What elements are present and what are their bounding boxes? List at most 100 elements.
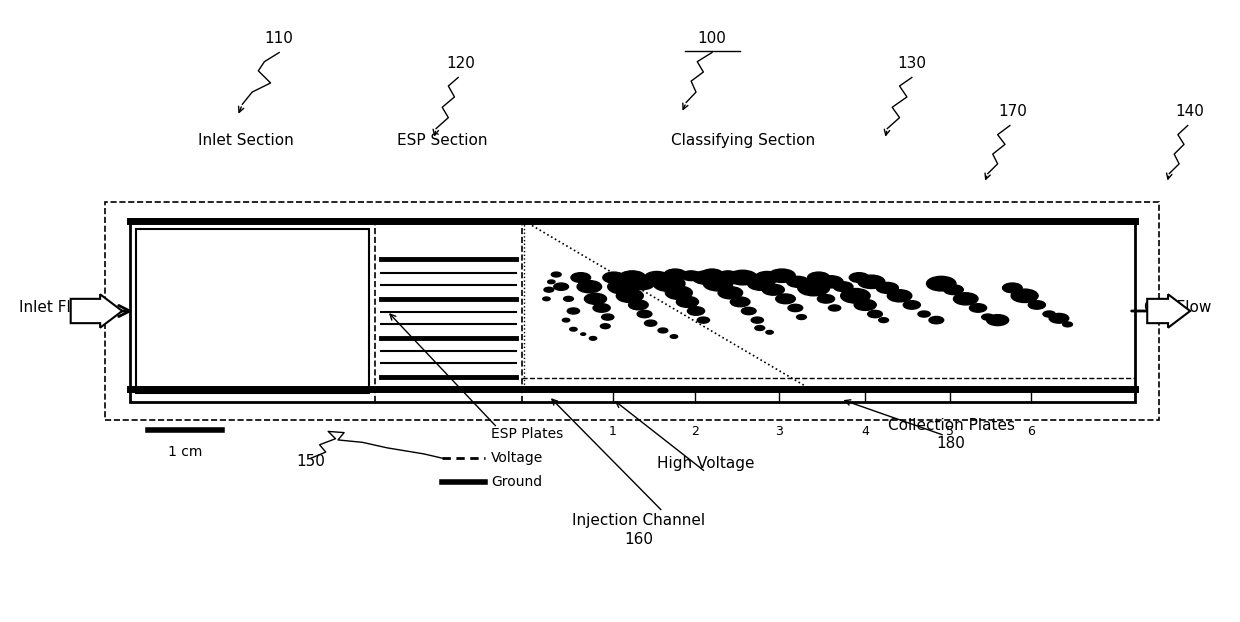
FancyArrow shape: [1147, 294, 1190, 328]
Circle shape: [858, 275, 885, 289]
Circle shape: [766, 330, 774, 334]
FancyArrow shape: [71, 294, 123, 328]
Circle shape: [665, 269, 686, 280]
Text: 100: 100: [698, 32, 727, 47]
Circle shape: [1011, 289, 1038, 302]
Circle shape: [1063, 322, 1073, 327]
Text: 4: 4: [862, 425, 869, 438]
Text: Out Flow: Out Flow: [1145, 300, 1211, 315]
Circle shape: [600, 324, 610, 328]
Text: Inlet Flow: Inlet Flow: [19, 300, 93, 315]
Circle shape: [681, 271, 701, 281]
Circle shape: [619, 271, 646, 284]
Circle shape: [833, 282, 853, 292]
Circle shape: [926, 276, 956, 291]
Text: 160: 160: [624, 532, 653, 547]
Circle shape: [797, 280, 830, 296]
Circle shape: [603, 272, 625, 283]
Text: 130: 130: [898, 56, 926, 71]
Circle shape: [954, 293, 978, 305]
Circle shape: [751, 317, 764, 323]
Circle shape: [888, 290, 911, 302]
Text: 6: 6: [1027, 425, 1034, 438]
Circle shape: [742, 307, 756, 315]
Text: 2: 2: [691, 425, 698, 438]
Circle shape: [589, 337, 596, 340]
Circle shape: [1043, 311, 1055, 317]
Circle shape: [645, 271, 670, 284]
Circle shape: [769, 269, 795, 282]
Circle shape: [877, 282, 898, 294]
Circle shape: [692, 271, 719, 284]
Circle shape: [543, 297, 551, 300]
Circle shape: [987, 315, 1008, 325]
Circle shape: [564, 297, 573, 301]
Circle shape: [577, 281, 601, 293]
Circle shape: [787, 304, 802, 312]
Circle shape: [970, 304, 987, 312]
Circle shape: [563, 318, 569, 322]
Circle shape: [697, 317, 709, 323]
Circle shape: [629, 300, 649, 310]
Circle shape: [601, 314, 614, 320]
Text: Inlet Section: Inlet Section: [198, 133, 294, 148]
Text: Classifying Section: Classifying Section: [671, 133, 815, 148]
Text: 5: 5: [946, 425, 954, 438]
Circle shape: [796, 315, 806, 320]
Circle shape: [544, 287, 554, 292]
Circle shape: [807, 272, 830, 283]
Circle shape: [854, 299, 877, 310]
Circle shape: [630, 277, 655, 290]
Text: 110: 110: [264, 32, 294, 47]
Circle shape: [593, 304, 610, 312]
Circle shape: [658, 328, 668, 333]
Circle shape: [718, 271, 738, 281]
Circle shape: [548, 280, 556, 284]
Circle shape: [944, 285, 963, 295]
Circle shape: [828, 305, 841, 311]
Text: 150: 150: [296, 454, 325, 469]
Bar: [135, 229, 368, 393]
Circle shape: [718, 287, 743, 299]
Text: 1: 1: [609, 425, 616, 438]
Circle shape: [666, 286, 692, 299]
Circle shape: [703, 276, 733, 291]
Circle shape: [868, 310, 883, 318]
Circle shape: [567, 308, 579, 314]
Circle shape: [728, 270, 758, 285]
Text: 170: 170: [998, 104, 1027, 119]
Text: 120: 120: [446, 56, 475, 71]
Text: ESP Section: ESP Section: [397, 133, 487, 148]
Circle shape: [841, 289, 870, 303]
Circle shape: [580, 333, 585, 335]
Circle shape: [676, 297, 698, 307]
Circle shape: [776, 294, 795, 304]
Text: Injection Channel: Injection Channel: [572, 513, 706, 528]
Circle shape: [1003, 283, 1022, 293]
Circle shape: [554, 283, 568, 290]
Circle shape: [701, 269, 723, 280]
Circle shape: [763, 284, 784, 295]
Circle shape: [918, 311, 930, 317]
Circle shape: [903, 300, 920, 309]
Circle shape: [637, 310, 652, 318]
Circle shape: [1049, 313, 1069, 323]
Circle shape: [671, 335, 677, 338]
Circle shape: [755, 325, 765, 330]
Circle shape: [748, 277, 775, 290]
Text: High Voltage: High Voltage: [657, 455, 755, 470]
Circle shape: [929, 317, 944, 324]
Circle shape: [817, 295, 835, 303]
Text: Ground: Ground: [491, 475, 542, 490]
Text: 3: 3: [775, 425, 784, 438]
Text: Voltage: Voltage: [491, 451, 543, 465]
Circle shape: [570, 272, 590, 282]
Text: Collection Plates: Collection Plates: [888, 418, 1014, 433]
Circle shape: [584, 294, 606, 304]
Circle shape: [653, 276, 684, 292]
Circle shape: [552, 272, 562, 277]
Circle shape: [1028, 300, 1045, 309]
Circle shape: [645, 320, 657, 326]
Circle shape: [849, 272, 869, 282]
Circle shape: [755, 271, 780, 284]
